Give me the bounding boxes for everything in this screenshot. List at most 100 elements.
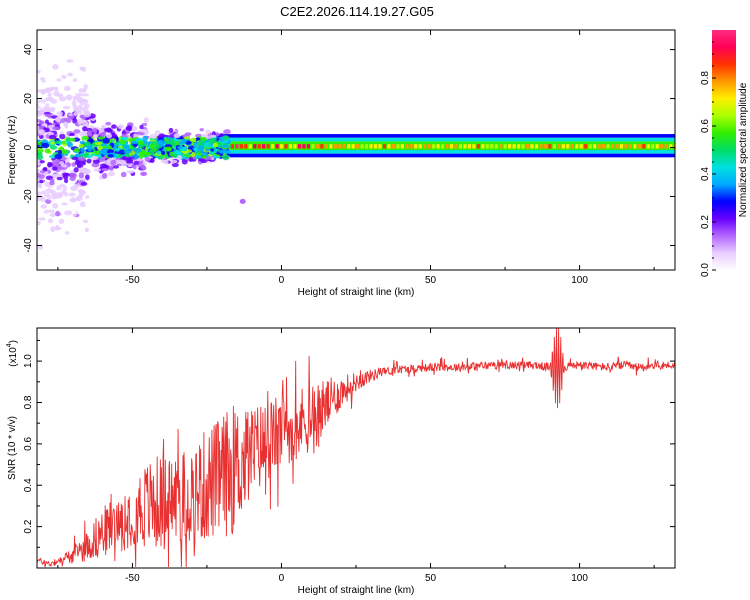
spectrogram-blob xyxy=(81,181,88,186)
spectrogram-blob xyxy=(199,128,204,132)
spectrogram-blob xyxy=(92,159,100,164)
spectrogram-blob xyxy=(96,145,104,151)
spectrogram-blob xyxy=(75,92,83,97)
spectrogram-blob xyxy=(106,133,113,139)
spectrogram-blob xyxy=(77,156,86,161)
spectrogram-blob xyxy=(49,213,57,218)
spectrogram-blob xyxy=(91,155,99,161)
spectrogram-cell xyxy=(637,144,641,149)
spectrogram-blob xyxy=(48,134,57,140)
spectrogram-blob xyxy=(130,140,138,145)
spectrogram-cell xyxy=(288,144,293,149)
spectrogram-blob xyxy=(77,96,83,102)
spectrogram-cell xyxy=(320,144,324,149)
spectrogram-blob xyxy=(223,129,231,135)
spectrogram-blob xyxy=(123,149,132,154)
snr-ytick-label: 0.4 xyxy=(23,478,34,492)
colorbar-label: Normalized spectral amplitude xyxy=(738,82,749,217)
spectrogram-blob xyxy=(239,198,246,204)
spectrogram-blob xyxy=(52,126,60,131)
spectrogram-blob xyxy=(39,170,45,174)
spectrogram-blob xyxy=(67,141,73,148)
spectrogram-blob xyxy=(224,149,231,154)
spectrogram-blob xyxy=(139,124,144,130)
spectrogram-blob xyxy=(57,149,63,155)
spectrogram-cell xyxy=(552,144,556,149)
spectrogram-blob xyxy=(116,153,124,159)
spectrogram-blob xyxy=(190,137,197,143)
spectrogram-blob xyxy=(205,129,211,135)
spectrogram-blob xyxy=(61,164,68,168)
spectrogram-blob xyxy=(101,168,109,172)
spectrogram-blob xyxy=(37,154,44,160)
spectrogram-blob xyxy=(69,172,77,179)
spectrogram-cell xyxy=(597,144,601,149)
spectrogram-blob xyxy=(62,185,68,192)
spectrogram-blob xyxy=(55,210,61,217)
spectrogram-blob xyxy=(39,77,46,81)
spectrogram-blob xyxy=(180,139,187,144)
spectrogram-blob xyxy=(80,161,86,166)
spectrogram-cell xyxy=(633,144,637,149)
spectrogram-blob xyxy=(140,165,146,170)
spectrogram-blob xyxy=(191,151,196,158)
spectrogram-blob xyxy=(126,170,135,174)
spectrogram-cell xyxy=(271,144,275,149)
spectrogram-blob xyxy=(78,131,86,137)
spectrogram-blob xyxy=(177,145,184,150)
spectrogram-blob xyxy=(82,88,87,93)
spectrogram-blob xyxy=(145,156,150,161)
spectrogram-blob xyxy=(37,111,44,116)
spectrogram-blob xyxy=(74,69,83,74)
spectrogram-xtick-label: 50 xyxy=(425,275,437,286)
spectrogram-blob xyxy=(193,147,198,152)
spectrogram-blob xyxy=(94,150,100,156)
spectrogram-blob xyxy=(37,70,41,74)
spectrogram-blob xyxy=(41,123,48,127)
spectrogram-blob xyxy=(56,176,63,181)
spectrogram-blob xyxy=(81,135,89,141)
spectrogram-blob xyxy=(184,136,191,140)
spectrogram-blob xyxy=(156,150,162,155)
spectrogram-cell xyxy=(382,144,387,149)
spectrogram-blob xyxy=(139,132,145,136)
spectrogram-blob xyxy=(140,171,148,176)
snr-scale-suffix: ) xyxy=(8,340,19,343)
spectrogram-blob xyxy=(164,144,173,148)
spectrogram-cell xyxy=(445,144,449,149)
snr-xtick-label: 100 xyxy=(571,573,588,584)
spectrogram-blob xyxy=(84,227,90,233)
spectrogram-blob xyxy=(71,100,77,106)
spectrogram-blob xyxy=(113,153,118,159)
spectrogram-blob xyxy=(149,133,157,139)
spectrogram-blob xyxy=(62,105,71,110)
spectrogram-blob xyxy=(100,131,107,137)
spectrogram-cell xyxy=(418,144,422,149)
colorbar-ticks: 0.0 0.2 0.4 0.6 0.8 xyxy=(700,41,716,277)
spectrogram-cell xyxy=(427,144,431,149)
spectrogram-blob xyxy=(171,163,179,168)
spectrogram-blob xyxy=(83,219,89,224)
spectrogram-xtick-label: -50 xyxy=(125,275,140,286)
svg-text:(x104): (x104) xyxy=(6,340,19,367)
spectrogram-blob xyxy=(53,90,60,97)
spectrogram-blob xyxy=(63,174,69,180)
spectrogram-blob xyxy=(66,59,74,63)
spectrogram-blob xyxy=(44,113,52,118)
spectrogram-blob xyxy=(85,195,90,199)
spectrogram-blob xyxy=(70,185,78,192)
snr-xtick-label: 0 xyxy=(279,573,285,584)
spectrogram-blob xyxy=(70,209,77,215)
spectrogram-blob xyxy=(54,116,61,123)
spectrogram-cell xyxy=(378,144,382,149)
spectrogram-cell xyxy=(257,144,261,149)
spectrogram-blob xyxy=(50,173,57,177)
spectrogram-blob xyxy=(37,221,41,226)
spectrogram-cell xyxy=(347,144,351,149)
spectrogram-cell xyxy=(364,144,369,149)
spectrogram-blob xyxy=(169,151,175,157)
spectrogram-blob xyxy=(50,141,56,145)
spectrogram-blob xyxy=(61,149,69,155)
spectrogram-blob xyxy=(81,66,87,72)
colorbar-tick-label: 0.8 xyxy=(700,71,711,85)
